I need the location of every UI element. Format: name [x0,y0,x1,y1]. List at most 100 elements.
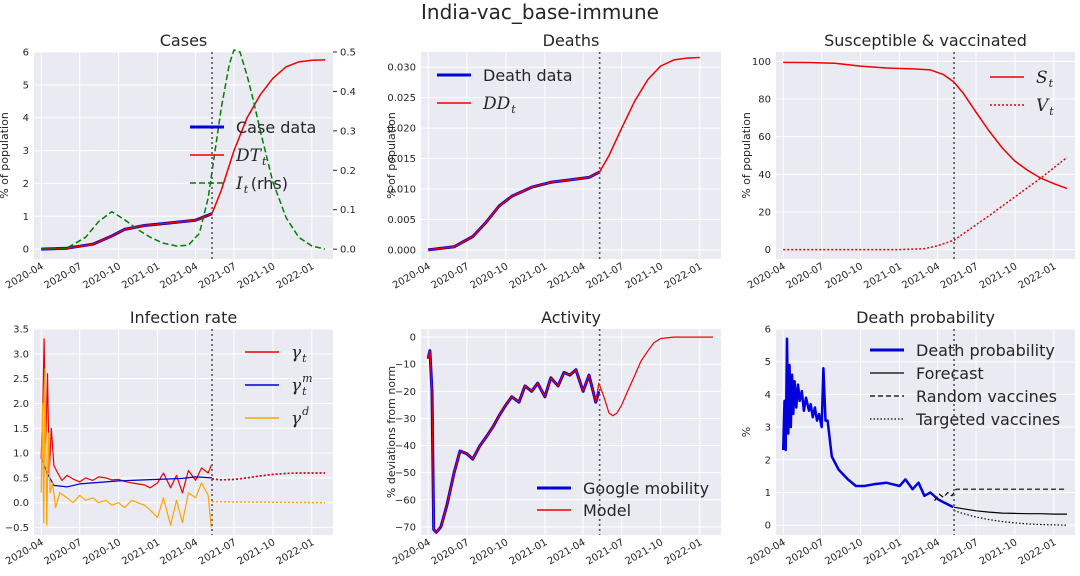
y2-tick-label: 0.0 [340,245,356,256]
x-tick-label: 2021-07 [585,537,627,567]
y-axis-label: % of population [0,112,11,199]
x-tick-label: 2022-01 [275,537,317,567]
figure-title: India-vac_base-immune [421,0,659,24]
y-tick-label: 2 [765,455,771,466]
y-axis-label: % of population [740,112,753,199]
x-tick-label: 2021-01 [120,261,162,291]
series-line [783,61,1068,190]
y-tick-label: 0.005 [387,215,416,226]
x-tick-label: 2021-04 [158,537,200,567]
legend-label: Model [583,501,631,520]
x-tick-label: 2020-07 [784,261,826,291]
legend-label: I [235,174,243,194]
y2-tick-label: 0.2 [340,166,356,177]
x-tick-label: 2021-07 [197,537,239,567]
x-tick-label: 2021-01 [862,261,904,291]
legend-label: Case data [236,118,316,137]
legend-label: Death data [483,66,573,85]
x-tick-label: 2021-07 [197,261,239,291]
x-tick-label: 2021-01 [508,537,550,567]
series-line [781,337,954,509]
y-tick-label: 20 [758,207,771,218]
y-tick-label: 0 [23,245,29,256]
x-tick-label: 2021-04 [546,261,588,291]
legend-label-sub: t [511,103,516,116]
plot-area [34,329,333,535]
panel-susceptible: 0 20 40 60 80 100 2020-042020-072020-102021-01… [740,31,1075,291]
legend-label: DD [482,94,511,114]
series-line [40,338,212,494]
plot-area [776,52,1075,259]
y2-tick-label: 0.3 [340,126,356,137]
legend-label: S [1036,68,1048,88]
legend-label: Random vaccines [916,387,1057,406]
x-tick-label: 2020-10 [469,261,511,291]
x-tick-label: 2020-10 [823,261,865,291]
x-tick-label: 2020-04 [746,537,788,567]
legend-label-suffix: (rhs) [251,174,288,193]
x-tick-label: 2020-07 [430,537,472,567]
y-tick-label: −10 [395,360,416,371]
series-line [427,336,713,533]
plot-area [776,329,1075,535]
series-line [41,59,326,250]
x-tick-label: 2021-01 [862,537,904,567]
x-tick-label: 2021-10 [978,261,1020,291]
x-tick-label: 2021-10 [624,261,666,291]
x-tick-label: 2020-04 [746,261,788,291]
x-tick-label: 2022-01 [1017,537,1059,567]
legend-label: Google mobility [583,479,709,498]
series-line [428,56,700,251]
legend-label-sub: t [1049,77,1054,90]
series-line [211,472,325,481]
series-line [41,49,326,250]
y-tick-label: 6 [765,325,771,336]
y-tick-label: −60 [395,495,416,506]
x-tick-label: 2021-07 [585,261,627,291]
x-tick-label: 2020-10 [81,261,123,291]
legend-label: γ [291,409,302,429]
x-tick-label: 2022-01 [1017,261,1059,291]
legend-label-sub: t [302,385,307,398]
x-tick-label: 2021-04 [900,537,942,567]
series-line [40,457,213,488]
x-tick-label: 2021-04 [900,261,942,291]
x-tick-label: 2020-07 [784,537,826,567]
legend-label-sup: m [302,372,312,385]
panel-title: Death probability [856,308,995,327]
y-tick-label: 0.025 [387,93,416,104]
panel-activity: 0 −10 −20 −30 −40 −50 −60 −70 2020-042020-072020… [385,308,721,567]
series-line [953,509,1068,526]
legend-label-sub: t [262,155,267,168]
legend-label: Forecast [916,364,984,383]
y-tick-label: 0.010 [387,184,416,195]
panel-title: Deaths [543,31,600,50]
x-tick-label: 2022-01 [663,537,705,567]
x-tick-label: 2020-07 [430,261,472,291]
x-tick-label: 2022-01 [663,261,705,291]
series-line [783,156,1068,251]
y-tick-label: −0.5 [5,523,29,534]
y-tick-label: −40 [395,441,416,452]
y-tick-label: 6 [23,48,29,59]
y-tick-label: −50 [395,468,416,479]
y-tick-label: −20 [395,387,416,398]
y-tick-label: 40 [758,170,771,181]
y-tick-label: 1.5 [13,424,29,435]
x-tick-label: 2021-01 [508,261,550,291]
legend-label: V [1036,96,1050,116]
y-tick-label: 0.015 [387,154,416,165]
y-tick-label: 3 [765,423,771,434]
y-tick-label: 0.0 [13,498,29,509]
x-tick-label: 2020-10 [81,537,123,567]
x-tick-label: 2020-04 [391,537,433,567]
x-tick-label: 2020-07 [42,537,84,567]
x-tick-label: 2021-07 [939,537,981,567]
y-tick-label: 0 [765,521,771,532]
plot-area [34,52,333,259]
legend-label: DT [235,146,263,166]
y-tick-label: 0.5 [13,473,29,484]
x-tick-label: 2020-07 [42,261,84,291]
y-tick-label: 100 [752,57,771,68]
